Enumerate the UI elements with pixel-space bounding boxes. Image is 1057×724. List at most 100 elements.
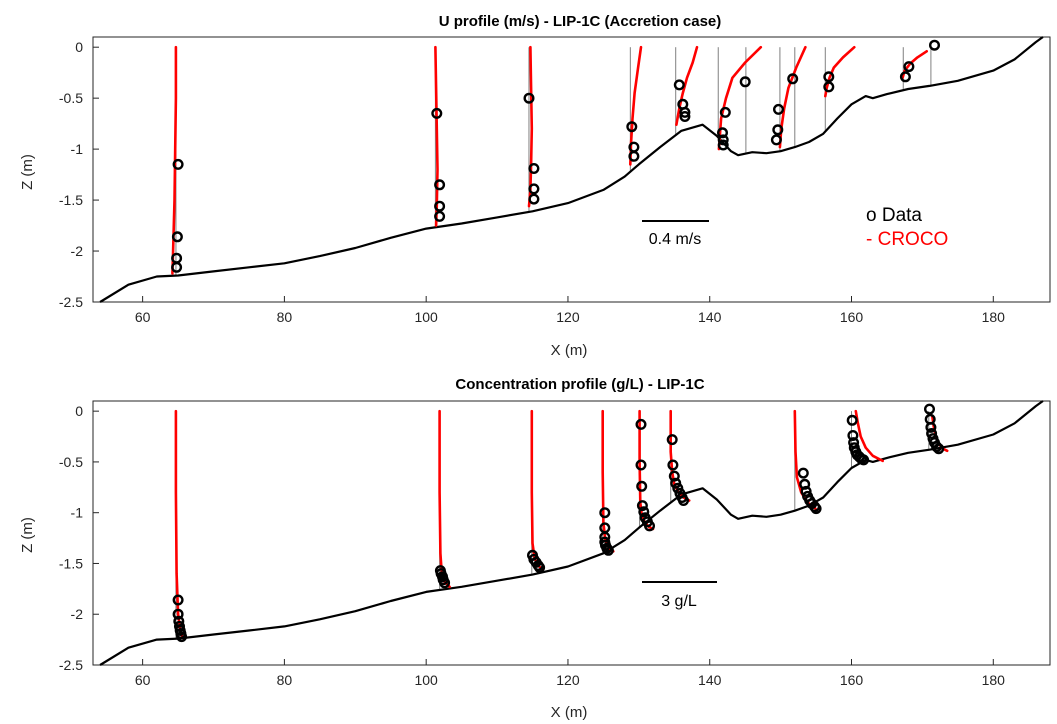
data-point-marker [635, 459, 647, 471]
data-point-marker [926, 428, 938, 440]
data-point-marker [434, 210, 446, 222]
data-point-marker [678, 495, 690, 507]
data-point-marker [523, 92, 535, 104]
y-tick-label: -2 [71, 606, 84, 622]
legend-data-entry: o Data [866, 205, 922, 226]
croco-model-line [793, 409, 817, 510]
data-point-marker [800, 485, 812, 497]
data-point-marker [903, 61, 915, 73]
plot-marks [99, 36, 1044, 303]
data-point-marker [679, 106, 691, 118]
data-point-marker [770, 134, 782, 146]
x-axis-label: X (m) [551, 704, 588, 721]
data-point-marker [434, 200, 446, 212]
plot-marks [99, 400, 1044, 666]
y-axis-label: Z (m) [19, 517, 36, 553]
x-axis-ticks: 60 80 100 120 140 160 180 [135, 296, 1005, 325]
data-point-marker [172, 594, 184, 606]
data-point-marker [797, 467, 809, 479]
data-point-marker [924, 403, 936, 415]
data-point-marker [666, 434, 678, 446]
y-tick-label: -1.5 [59, 555, 83, 571]
x-tick-label: 100 [414, 672, 438, 688]
x-tick-label: 140 [698, 672, 722, 688]
data-point-marker [899, 71, 911, 83]
y-axis-ticks: 0 -0.5 -1 -1.5 -2 -2.5 [59, 39, 99, 310]
data-point-marker [787, 73, 799, 85]
bed-profile-line [99, 36, 1044, 303]
data-point-marker [772, 124, 784, 136]
data-point-marker [810, 503, 822, 515]
velocity-scale-label: 0.4 m/s [649, 231, 701, 248]
data-point-marker [528, 193, 540, 205]
y-tick-label: -2 [71, 243, 84, 259]
data-point-marker [628, 150, 640, 162]
y-tick-label: 0 [75, 403, 83, 419]
data-point-marker [528, 162, 540, 174]
y-tick-label: -0.5 [59, 90, 83, 106]
data-point-marker [717, 139, 729, 151]
plot-frame [92, 400, 1051, 666]
data-point-marker [534, 562, 546, 574]
x-tick-label: 80 [277, 672, 293, 688]
x-tick-label: 160 [840, 672, 864, 688]
data-point-marker [635, 418, 647, 430]
x-tick-label: 140 [698, 309, 722, 325]
x-tick-label: 80 [277, 309, 293, 325]
bed-profile-line [99, 400, 1044, 666]
data-point-marker [719, 106, 731, 118]
data-point-marker [431, 107, 443, 119]
concentration-scale-label: 3 g/L [661, 593, 697, 610]
data-point-marker [933, 443, 945, 455]
data-point-marker [823, 71, 835, 83]
y-tick-label: 0 [75, 39, 83, 55]
plot-frame [92, 36, 1051, 303]
data-point-marker [670, 477, 682, 489]
data-point-marker [846, 414, 858, 426]
x-tick-label: 180 [982, 672, 1006, 688]
data-point-marker [823, 81, 835, 93]
data-point-marker [528, 183, 540, 195]
data-point-marker [679, 110, 691, 122]
data-point-marker [599, 507, 611, 519]
croco-model-line [675, 45, 699, 126]
data-point-marker [667, 459, 679, 471]
croco-model-line [628, 45, 643, 166]
y-tick-label: -2.5 [59, 657, 83, 673]
data-point-marker [717, 127, 729, 139]
data-point-marker [176, 631, 188, 643]
data-point-marker [171, 231, 183, 243]
data-point-marker [799, 478, 811, 490]
concentration-profile-panel: Concentration profile (g/L) - LIP-1C 60 8… [19, 376, 1051, 721]
data-point-marker [636, 480, 648, 492]
data-point-marker [925, 421, 937, 433]
u-profile-panel: U profile (m/s) - LIP-1C (Accretion case… [19, 13, 1051, 359]
data-point-marker [717, 134, 729, 146]
x-tick-label: 180 [982, 309, 1006, 325]
data-point-marker [172, 608, 184, 620]
data-point-marker [439, 577, 451, 589]
x-axis-label: X (m) [551, 342, 588, 359]
data-point-marker [773, 103, 785, 115]
y-tick-label: -0.5 [59, 454, 83, 470]
data-point-marker [636, 500, 648, 512]
legend-model-entry: - CROCO [866, 229, 948, 250]
data-point-marker [931, 441, 943, 453]
data-point-marker [602, 544, 614, 556]
croco-model-line [717, 45, 763, 151]
x-tick-label: 60 [135, 672, 151, 688]
data-point-marker [638, 506, 650, 518]
y-axis-ticks: 0 -0.5 -1 -1.5 -2 -2.5 [59, 403, 99, 673]
data-point-marker [672, 482, 684, 494]
y-tick-label: -1 [71, 141, 84, 157]
x-tick-label: 120 [556, 309, 580, 325]
x-tick-label: 120 [556, 672, 580, 688]
data-point-marker [171, 261, 183, 273]
chart-title: Concentration profile (g/L) - LIP-1C [455, 376, 704, 393]
data-point-marker [847, 430, 859, 442]
y-tick-label: -2.5 [59, 294, 83, 310]
data-point-marker [929, 39, 941, 51]
x-tick-label: 100 [414, 309, 438, 325]
data-point-marker [673, 79, 685, 91]
